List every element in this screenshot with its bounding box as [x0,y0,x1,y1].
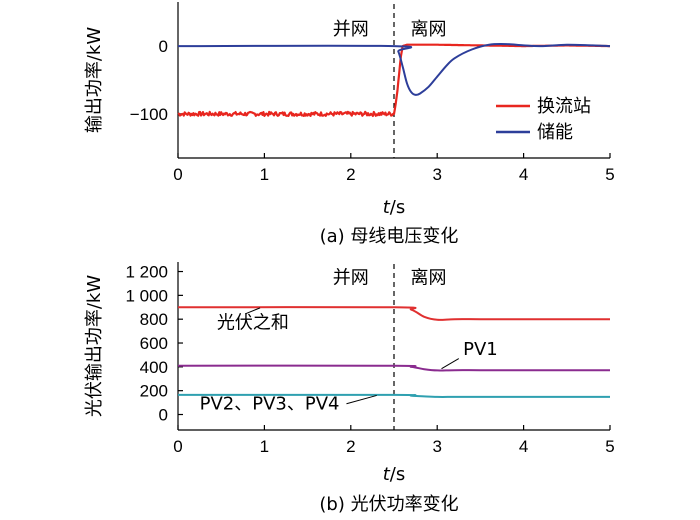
y-tick-label: 1 000 [125,286,168,305]
series-line-光伏之和 [177,306,610,321]
y-axis-label: 光伏输出功率/kW [84,275,105,417]
chart-b: 0 1 2 3 4 5 0 200 400 600 800 1 000 1 200 光伏输出功率/kW t/… [84,262,615,515]
x-tick-label: 1 [260,165,269,184]
y-tick-label: −100 [130,105,168,124]
x-tick-label: 2 [346,437,355,456]
series-line-储能 [177,42,611,96]
x-tick-label: 0 [173,437,182,456]
series-annotation: PV2、PV3、PV4 [200,394,340,415]
y-tick-label: 0 [159,37,168,56]
x-tick-label: 0 [173,165,182,184]
y-tick-label: 400 [140,358,168,377]
x-tick-label: 4 [519,165,528,184]
region-label: 并网 [333,19,369,40]
x-tick-label: 3 [432,437,441,456]
y-tick-label: 0 [159,406,168,425]
x-axis-label-var: t [383,197,391,218]
y-tick-label: 600 [140,334,168,353]
figure-caption: (b) 光伏功率变化 [319,494,458,515]
series-line-PV2、PV3、PV4 [177,393,610,398]
figure-caption: (a) 母线电压变化 [320,226,459,247]
series-line-PV1 [177,364,610,372]
region-label: 并网 [333,267,369,288]
series-annotation: 光伏之和 [217,313,289,334]
y-tick-label: 800 [140,310,168,329]
x-tick-label: 5 [605,165,614,184]
series-leader-line [245,307,261,315]
x-axis-label: t/s [383,197,406,218]
region-label: 离网 [411,267,447,288]
x-axis-label-unit: /s [390,464,405,485]
y-tick-label: 200 [140,382,168,401]
x-axis-label-var: t [383,464,391,485]
x-axis-label: t/s [383,464,406,485]
legend-label: 换流站 [537,96,591,117]
series-leader-line [441,358,460,370]
x-tick-label: 3 [432,165,441,184]
x-axis-label-unit: /s [390,197,405,218]
legend-label: 储能 [537,122,573,143]
x-tick-label: 1 [260,437,269,456]
y-axis-label: 输出功率/kW [84,27,105,133]
x-tick-label: 4 [519,437,528,456]
series-leader-line [346,394,377,405]
x-tick-label: 2 [346,165,355,184]
x-tick-label: 5 [605,437,614,456]
y-tick-label: 1 200 [125,263,168,282]
region-label: 离网 [411,19,447,40]
series-annotation: PV1 [463,339,498,360]
